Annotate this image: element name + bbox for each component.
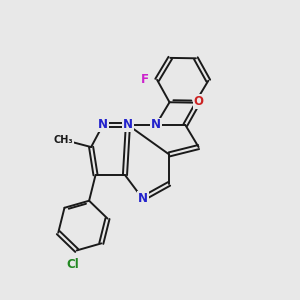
Text: F: F bbox=[141, 73, 149, 86]
Text: N: N bbox=[138, 192, 148, 205]
Text: N: N bbox=[151, 118, 161, 131]
Text: Cl: Cl bbox=[67, 258, 80, 271]
Text: CH₃: CH₃ bbox=[53, 135, 73, 145]
Text: N: N bbox=[98, 118, 108, 131]
Text: N: N bbox=[123, 118, 133, 131]
Text: O: O bbox=[194, 95, 204, 108]
